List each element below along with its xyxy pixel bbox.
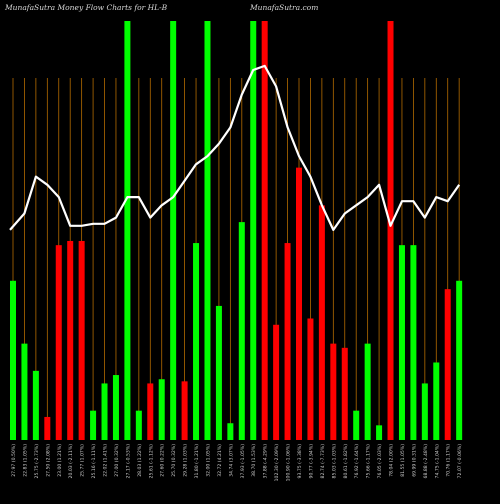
inflow-bar: [364, 343, 371, 440]
inflow-bar: [353, 410, 360, 440]
x-tick-label: 75.66 (-1.17%): [366, 444, 372, 479]
x-tick-label: 22.02 (1.41%): [103, 444, 109, 477]
inflow-bar: [376, 425, 383, 440]
x-tick-label: 25.70 (0.32%): [171, 444, 177, 477]
inflow-bar: [124, 21, 131, 440]
x-tick-label: 25.16 (-1.11%): [91, 444, 97, 479]
inflow-bar: [421, 383, 428, 440]
x-tick-label: 74.75 (-1.04%): [434, 444, 440, 479]
outflow-bar: [330, 343, 337, 440]
outflow-bar: [44, 416, 51, 440]
x-tick-label: 32.72 (4.21%): [217, 444, 223, 477]
outflow-bar: [147, 383, 154, 440]
outflow-bar: [284, 243, 291, 440]
outflow-bar: [261, 21, 268, 440]
chart-title: MunafaSutra Money Flow Charts for HL-B: [5, 3, 168, 12]
inflow-bar: [250, 21, 257, 440]
x-tick-label: 29.28 (1.03%): [183, 444, 189, 477]
x-tick-label: 25.61 (-1.12%): [148, 444, 154, 479]
inflow-bar: [227, 423, 234, 440]
inflow-bar: [32, 370, 39, 440]
x-tick-label: 27.97 (0.50%): [11, 444, 17, 477]
x-tick-label: 28.03 (1.22%): [137, 444, 143, 477]
x-tick-label: 82.74 (-7.73%): [320, 444, 326, 479]
x-tick-label: 69.99 (0.31%): [411, 444, 417, 477]
inflow-bar: [170, 21, 177, 440]
inflow-bar: [10, 280, 16, 440]
inflow-bar: [101, 383, 108, 440]
x-tick-label: 76.05 (-2.03%): [377, 444, 383, 479]
outflow-bar: [318, 205, 325, 440]
x-tick-label: 27.60 (0.22%): [160, 444, 166, 477]
x-tick-label: 78.04 (2.00%): [389, 444, 395, 477]
x-tick-label: 81.55 (1.05%): [400, 444, 406, 477]
inflow-bar: [215, 305, 222, 440]
x-tick-label: 32.00 (1.05%): [205, 444, 211, 477]
inflow-bar: [398, 245, 405, 440]
inflow-bar: [238, 222, 245, 440]
site-watermark: MunafaSutra.com: [250, 3, 319, 12]
x-tick-label: 93.75 (-3.38%): [297, 444, 303, 479]
x-tick-label: 25.77 (1.07%): [80, 444, 86, 477]
x-tick-label: 102.30 (-2.09%): [274, 444, 280, 482]
x-tick-label: 90.77 (-3.94%): [308, 444, 314, 479]
outflow-bar: [181, 381, 188, 440]
x-tick-label: 76.92 (-1.64%): [354, 444, 360, 479]
outflow-bar: [341, 347, 348, 440]
outflow-bar: [273, 324, 280, 440]
x-tick-label: 70.76 (1.17%): [446, 444, 452, 477]
outflow-bar: [307, 318, 314, 440]
x-tick-label: 68.88 (-2.48%): [423, 444, 429, 479]
inflow-bar: [204, 21, 211, 440]
x-tick-label: 85.03 (-1.03%): [331, 444, 337, 479]
x-tick-label: 72.07 (-0.06%): [457, 444, 463, 479]
x-tick-label: 37.93 (-1.05%): [240, 444, 246, 479]
x-tick-label: 27.00 (0.32%): [114, 444, 120, 477]
x-tick-label: 20.03 (-2.11%): [68, 444, 74, 479]
money-flow-line: [9, 64, 461, 231]
x-tick-label: 27.17 (-0.53%): [125, 444, 131, 479]
x-tick-label: 34.74 (3.07%): [228, 444, 234, 477]
x-tick-label: 80.61 (-1.82%): [343, 444, 349, 479]
inflow-bar: [21, 343, 28, 440]
x-tick-label: 37.88 (-4.29%): [263, 444, 269, 479]
inflow-bar: [193, 243, 200, 440]
inflow-bar: [433, 362, 440, 440]
outflow-bar: [444, 289, 451, 440]
x-tick-label: 31.80 (-1.21%): [194, 444, 200, 479]
x-tick-label: 27.50 (2.08%): [45, 444, 51, 477]
x-tick-label: 25.75 (-2.73%): [34, 444, 40, 479]
outflow-bar: [55, 245, 62, 440]
inflow-bar: [112, 375, 119, 440]
x-tick-label: 38.70 (1.53%): [251, 444, 257, 477]
x-tick-label: 22.83 (1.05%): [22, 444, 28, 477]
inflow-bar: [135, 410, 142, 440]
outflow-bar: [296, 167, 302, 440]
inflow-bar: [410, 245, 417, 440]
outflow-bar: [387, 21, 394, 440]
outflow-bar: [67, 240, 74, 440]
inflow-bar: [158, 379, 165, 440]
x-tick-label: 23.00 (1.21%): [57, 444, 63, 477]
inflow-bar: [456, 280, 463, 440]
outflow-bar: [78, 240, 85, 440]
inflow-bar: [90, 410, 97, 440]
x-tick-label: 100.90 (-1.06%): [286, 444, 292, 482]
